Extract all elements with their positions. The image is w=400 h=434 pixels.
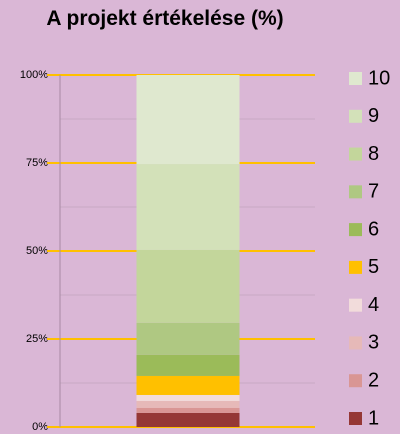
legend-label: 5 [368,256,379,278]
legend-label: 10 [368,67,390,89]
legend-swatch [349,412,362,425]
chart-title: A projekt értékelése (%) [46,7,284,30]
legend-swatch [349,223,362,237]
bar-segment [136,249,240,323]
y-tick-label: 50% [26,245,48,257]
legend-swatch [349,260,362,274]
bar-segment [136,394,240,401]
bar-segment [136,375,240,395]
legend-swatch [349,374,362,388]
y-tick-label: 0% [32,421,48,433]
legend-swatch [349,147,362,161]
legend-label: 9 [368,105,379,127]
legend-swatch [349,298,362,312]
y-tick-label: 100% [20,69,48,81]
legend-swatch [349,185,362,199]
legend-label: 4 [368,294,379,316]
bar-segment [136,400,240,408]
legend-label: 1 [368,407,379,429]
legend-label: 7 [368,181,379,203]
legend-swatch [349,72,362,85]
bar-segment [136,412,240,427]
legend-label: 8 [368,143,379,165]
bar-segment [136,407,240,413]
y-tick-label: 25% [26,333,48,345]
bar-segment [136,354,240,376]
bar-segment [136,322,240,355]
legend-swatch [349,336,362,350]
legend-swatch [349,109,362,123]
bar-segment [136,164,240,250]
legend-label: 2 [368,370,379,392]
legend-label: 3 [368,332,379,354]
legend-label: 6 [368,218,379,240]
bar-segment [136,75,240,165]
y-tick-label: 75% [26,157,48,169]
